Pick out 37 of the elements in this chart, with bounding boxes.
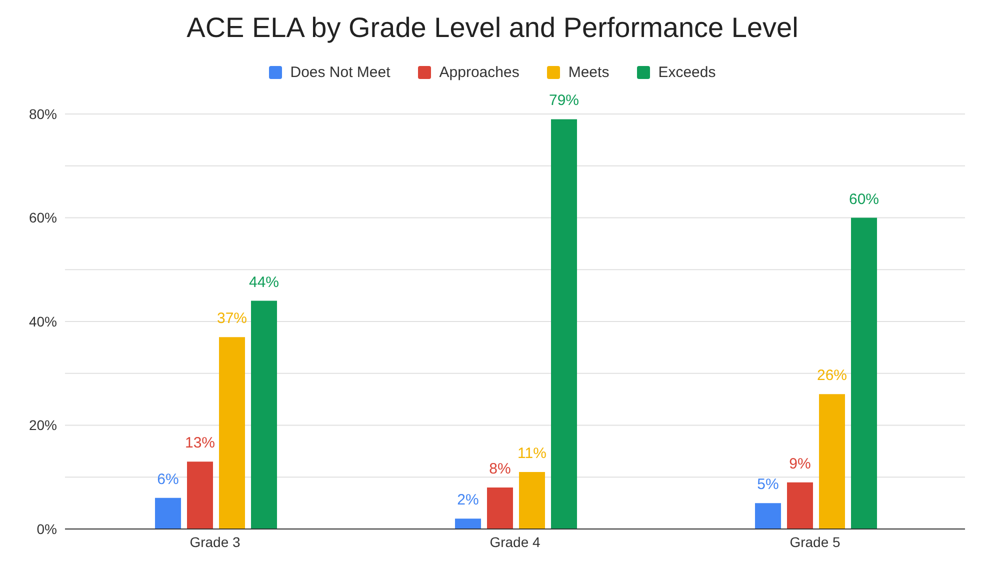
bar (787, 482, 813, 529)
data-label: 5% (757, 476, 779, 494)
y-tick-label: 0% (36, 520, 57, 537)
y-tick-label: 40% (28, 313, 57, 330)
data-label: 13% (184, 434, 216, 452)
x-tick-label: Grade 5 (790, 534, 841, 550)
legend-label: Meets (568, 64, 610, 80)
data-label: 26% (816, 367, 848, 384)
bar (551, 119, 577, 529)
x-tick-label: Grade 4 (490, 534, 541, 550)
bar (755, 503, 781, 529)
data-label: 2% (457, 492, 479, 509)
data-label: 8% (489, 460, 511, 478)
chart-title: ACE ELA by Grade Level and Performance Level (186, 11, 800, 45)
y-tick-label: 60% (28, 210, 57, 226)
bar (819, 394, 845, 529)
data-label: 44% (248, 274, 280, 291)
bar (155, 498, 181, 529)
bar (187, 462, 213, 529)
data-label: 6% (157, 470, 179, 488)
data-label: 60% (848, 190, 880, 208)
data-label: 9% (789, 455, 811, 472)
bar (455, 518, 481, 529)
data-label: 37% (216, 310, 248, 328)
bar (487, 488, 513, 529)
legend-label: Exceeds (658, 64, 716, 80)
y-tick-label: 80% (28, 106, 57, 122)
bar (251, 300, 277, 529)
legend-label: Approaches (439, 64, 520, 80)
y-tick-label: 20% (28, 417, 57, 434)
bar (519, 472, 545, 529)
bar (851, 218, 877, 529)
bar (219, 337, 245, 529)
legend-label: Does Not Meet (290, 64, 390, 80)
data-label: 11% (518, 444, 546, 462)
x-tick-label: Grade 3 (190, 534, 241, 550)
data-label: 79% (548, 92, 580, 110)
